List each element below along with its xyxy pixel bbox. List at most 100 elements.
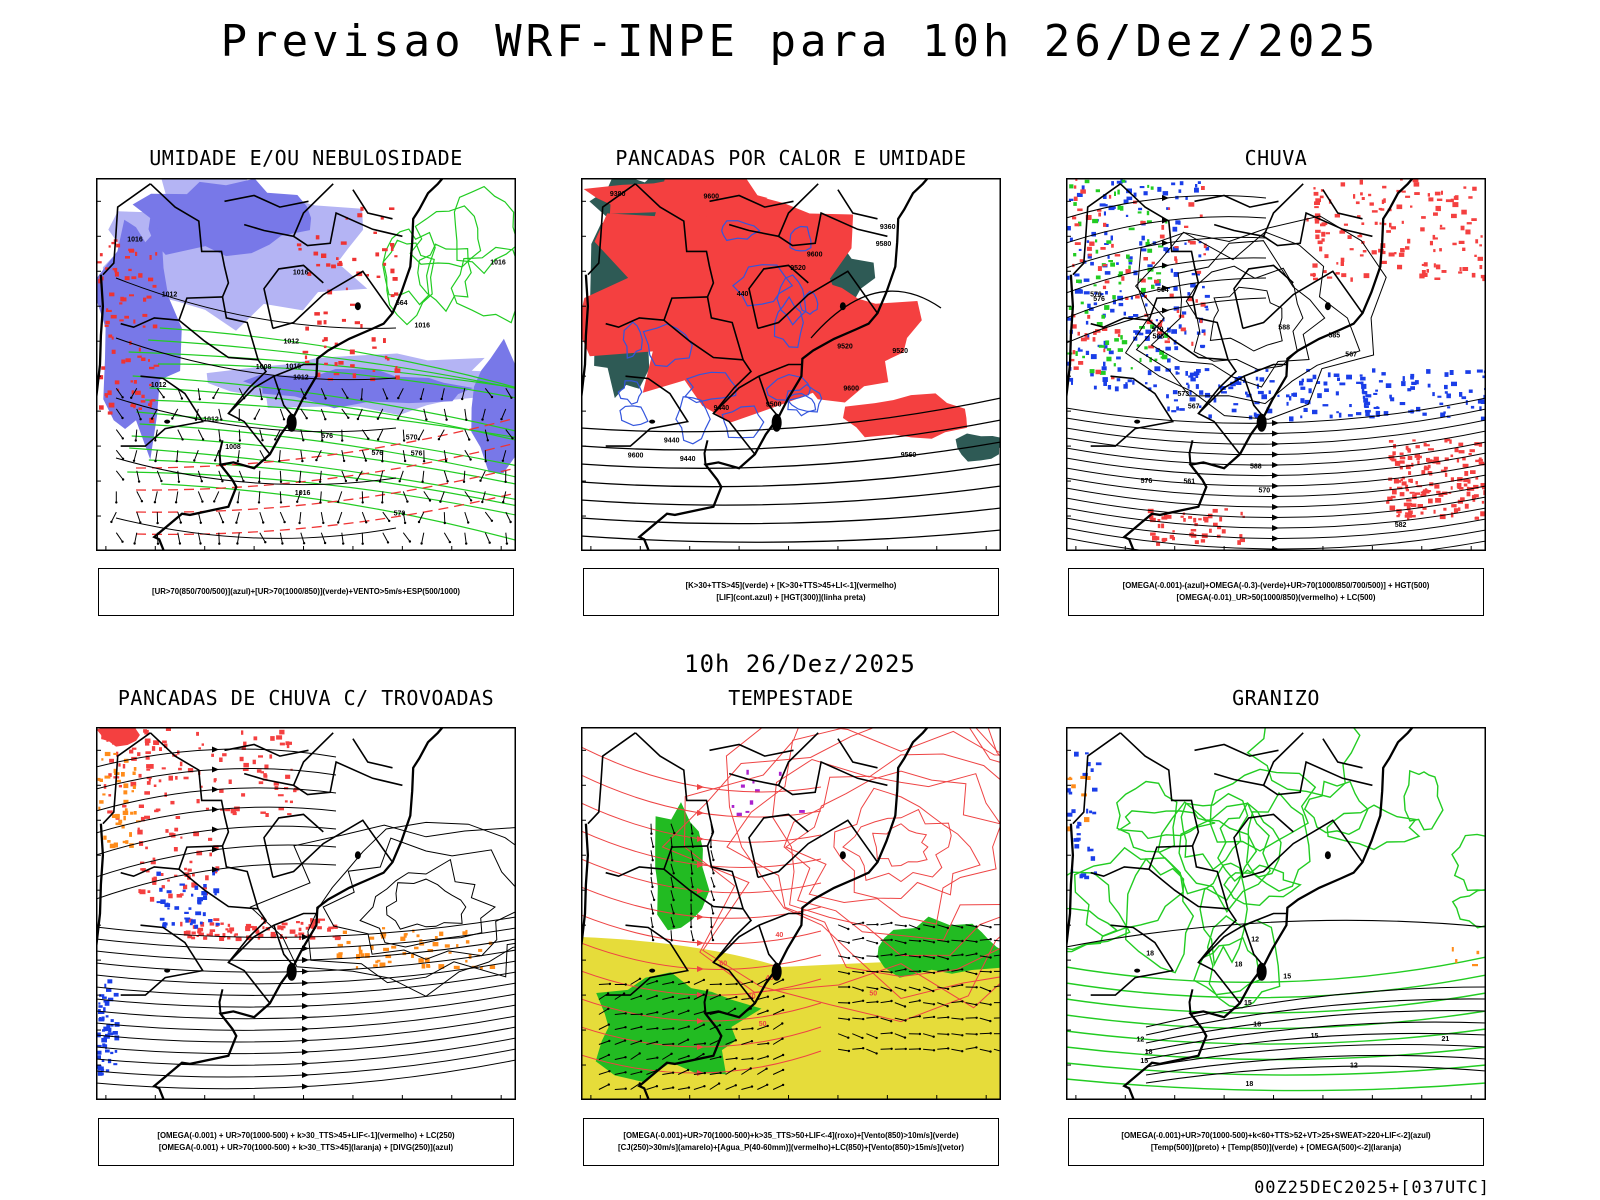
wind850-vector — [709, 1083, 720, 1090]
wind850-vector-head — [639, 1039, 643, 1043]
thunder-band-red — [219, 936, 225, 941]
rain-omega-green — [1159, 350, 1165, 355]
storm-purple — [755, 789, 760, 793]
thunder-red-west — [213, 845, 219, 850]
wind850-vector-head — [904, 1047, 907, 1051]
wind-vector-head — [376, 438, 380, 441]
wind850-vector-head — [947, 940, 950, 943]
rain-humid-red-north — [1335, 272, 1340, 275]
wind850-vector-head — [670, 1052, 673, 1055]
rain-humid-red — [1148, 345, 1154, 349]
wind-vector — [296, 491, 302, 502]
lifted-index-contour — [617, 380, 643, 405]
thunder-red — [277, 794, 284, 797]
thunder-orange — [113, 768, 117, 773]
rain-humid-red-south — [1390, 495, 1396, 499]
wind850-vector — [650, 836, 654, 847]
rain-humid-red — [1089, 241, 1095, 246]
rain-humid-red-north — [1315, 229, 1321, 233]
thickness-dash-red — [131, 276, 137, 280]
wind850-vector-head — [975, 972, 978, 976]
wind850-vector — [951, 984, 963, 988]
thunder-red — [225, 809, 231, 812]
rain-omega-blue — [1081, 185, 1085, 191]
wind850-vector-head — [607, 1023, 610, 1026]
rain-humid-red-north — [1321, 231, 1326, 237]
thickness-dash-red — [105, 320, 110, 325]
wind850-vector-head — [989, 1032, 992, 1035]
rain-humid-red — [1097, 266, 1102, 271]
wind-vector — [423, 408, 427, 420]
wind850-vector-head — [651, 925, 654, 929]
wind850-vector-head — [702, 993, 705, 996]
wind850-vector-head — [947, 1016, 950, 1019]
divergence-blue-center — [199, 921, 203, 925]
streamline-arrowhead — [1162, 195, 1169, 201]
rain-frontal-blue — [1300, 415, 1303, 419]
wind-vector — [337, 511, 343, 523]
streamline-arrowhead — [212, 846, 219, 853]
lifted-index-contour — [642, 323, 693, 368]
contour-label: 15 — [1140, 1058, 1148, 1065]
rain-humid-red-north — [1340, 257, 1345, 262]
wind-vector-head — [419, 397, 423, 401]
border-line — [778, 211, 888, 247]
wind-vector — [341, 470, 347, 482]
wind-vector-head — [282, 418, 286, 421]
wind-vector-head — [238, 439, 242, 442]
rain-humid-red-north — [1312, 263, 1318, 268]
thunder-red — [154, 809, 159, 813]
wind850-vector — [937, 969, 949, 972]
wind850-vector-head — [687, 980, 690, 984]
temp850-contour — [1403, 769, 1444, 831]
wind-vector — [238, 388, 245, 399]
thickness-dash-red — [333, 373, 340, 376]
thunder-red — [108, 773, 112, 777]
wind-vector-head — [324, 397, 327, 400]
wind850-vector-head — [608, 1070, 611, 1073]
wind850-vector-head — [671, 981, 675, 984]
wind850-vector-head — [690, 872, 694, 875]
wind-vector — [115, 408, 123, 419]
thunder-orange — [122, 810, 129, 815]
wind-vector-head — [509, 520, 512, 524]
wind850-vector — [598, 1040, 610, 1045]
thunder-red — [144, 791, 150, 795]
precipitable-water-contour — [833, 787, 981, 900]
wind-vector-head — [258, 480, 261, 483]
wind850-vector — [923, 939, 934, 943]
wind-vector — [422, 470, 425, 482]
wind850-vector-head — [975, 1003, 978, 1006]
thunder-orange — [98, 806, 101, 811]
contour-label: 588 — [1250, 463, 1262, 470]
wind850-vector — [937, 1033, 949, 1035]
wind850-vector-head — [975, 986, 978, 989]
wind-vector — [197, 532, 201, 544]
thunder-orange — [113, 842, 118, 848]
wind-vector-head — [298, 480, 301, 483]
wind850-vector — [951, 954, 963, 957]
rain-omega-blue — [1110, 308, 1115, 313]
contour-label: 9360 — [880, 224, 896, 231]
rain-humid-red-north — [1320, 189, 1324, 192]
wind850-vector — [908, 1000, 920, 1004]
rain-omega-green — [1112, 295, 1116, 300]
rain-omega-blue — [1069, 237, 1073, 242]
hail-blue — [1084, 875, 1090, 880]
rain-omega-blue — [1083, 278, 1090, 282]
wind-vector — [439, 491, 445, 502]
wind-vector — [341, 450, 345, 462]
rain-humid-red-north — [1381, 260, 1387, 264]
map-geography — [1066, 727, 1415, 1100]
rain-omega-blue — [1171, 182, 1176, 186]
wind850-vector — [852, 937, 864, 941]
rain-frontal-blue — [1401, 381, 1406, 387]
wind850-vector — [757, 1025, 768, 1030]
contour-label: 9440 — [680, 456, 696, 463]
wind-vector-head — [274, 438, 277, 441]
streamline-arrowhead — [1272, 472, 1279, 479]
thunder-orange — [124, 808, 128, 813]
border-line — [272, 819, 394, 879]
thickness-dash-red — [99, 253, 103, 257]
rain-omega-blue — [1105, 223, 1109, 227]
